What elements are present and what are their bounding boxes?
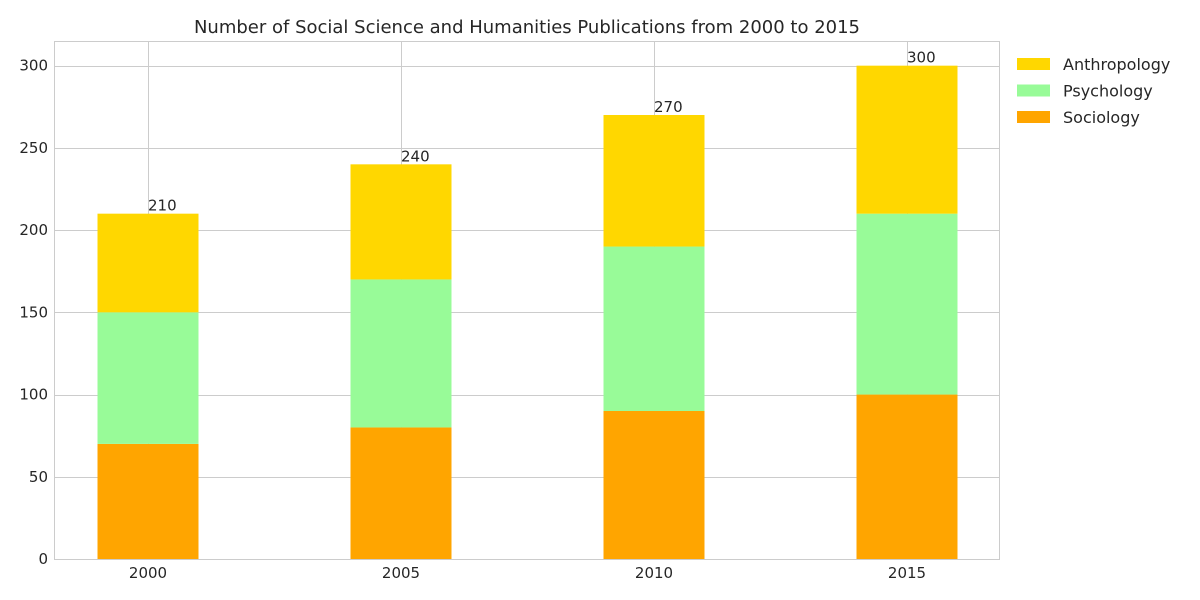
bar-psychology-2000 [97,312,199,444]
y-tick-label: 150 [19,303,48,321]
bar-anthropology-2015 [856,65,958,214]
legend-swatch-sociology [1017,111,1050,123]
total-label: 300 [907,49,936,67]
legend-label-psychology: Psychology [1063,82,1153,101]
bar-anthropology-2010 [603,115,705,247]
x-tick-label: 2005 [382,564,420,582]
bar-psychology-2015 [856,213,958,395]
axis-labels: 0 50 100 150 200 250 300 2000 2005 2010 2015 [19,57,926,582]
y-tick-label: 300 [19,57,48,75]
y-tick-label: 50 [29,468,48,486]
y-tick-label: 0 [38,550,48,568]
bar-sociology-2000 [97,443,199,559]
legend-swatch-psychology [1017,84,1050,97]
total-label: 210 [148,197,177,215]
y-tick-label: 200 [19,221,48,239]
y-tick-label: 100 [19,386,48,404]
bar-sociology-2005 [350,427,452,559]
bar-anthropology-2000 [97,213,199,313]
legend-label-anthropology: Anthropology [1063,55,1170,74]
legend-swatch-anthropology [1017,58,1050,70]
bar-anthropology-2005 [350,164,452,280]
x-tick-label: 2000 [129,564,167,582]
bar-sociology-2010 [603,411,705,559]
bar-psychology-2010 [603,246,705,411]
bar-psychology-2005 [350,279,452,428]
x-tick-label: 2015 [888,564,926,582]
total-labels: 210 240 270 300 [148,49,936,215]
x-tick-label: 2010 [635,564,673,582]
bars [97,65,958,559]
total-label: 240 [401,147,430,165]
total-label: 270 [654,98,683,116]
legend: Anthropology Psychology Sociology [1017,55,1170,127]
legend-label-sociology: Sociology [1063,108,1140,127]
y-tick-label: 250 [19,139,48,157]
bar-sociology-2015 [856,394,958,559]
plot-frame [54,41,1000,560]
chart-title: Number of Social Science and Humanities … [194,17,860,38]
